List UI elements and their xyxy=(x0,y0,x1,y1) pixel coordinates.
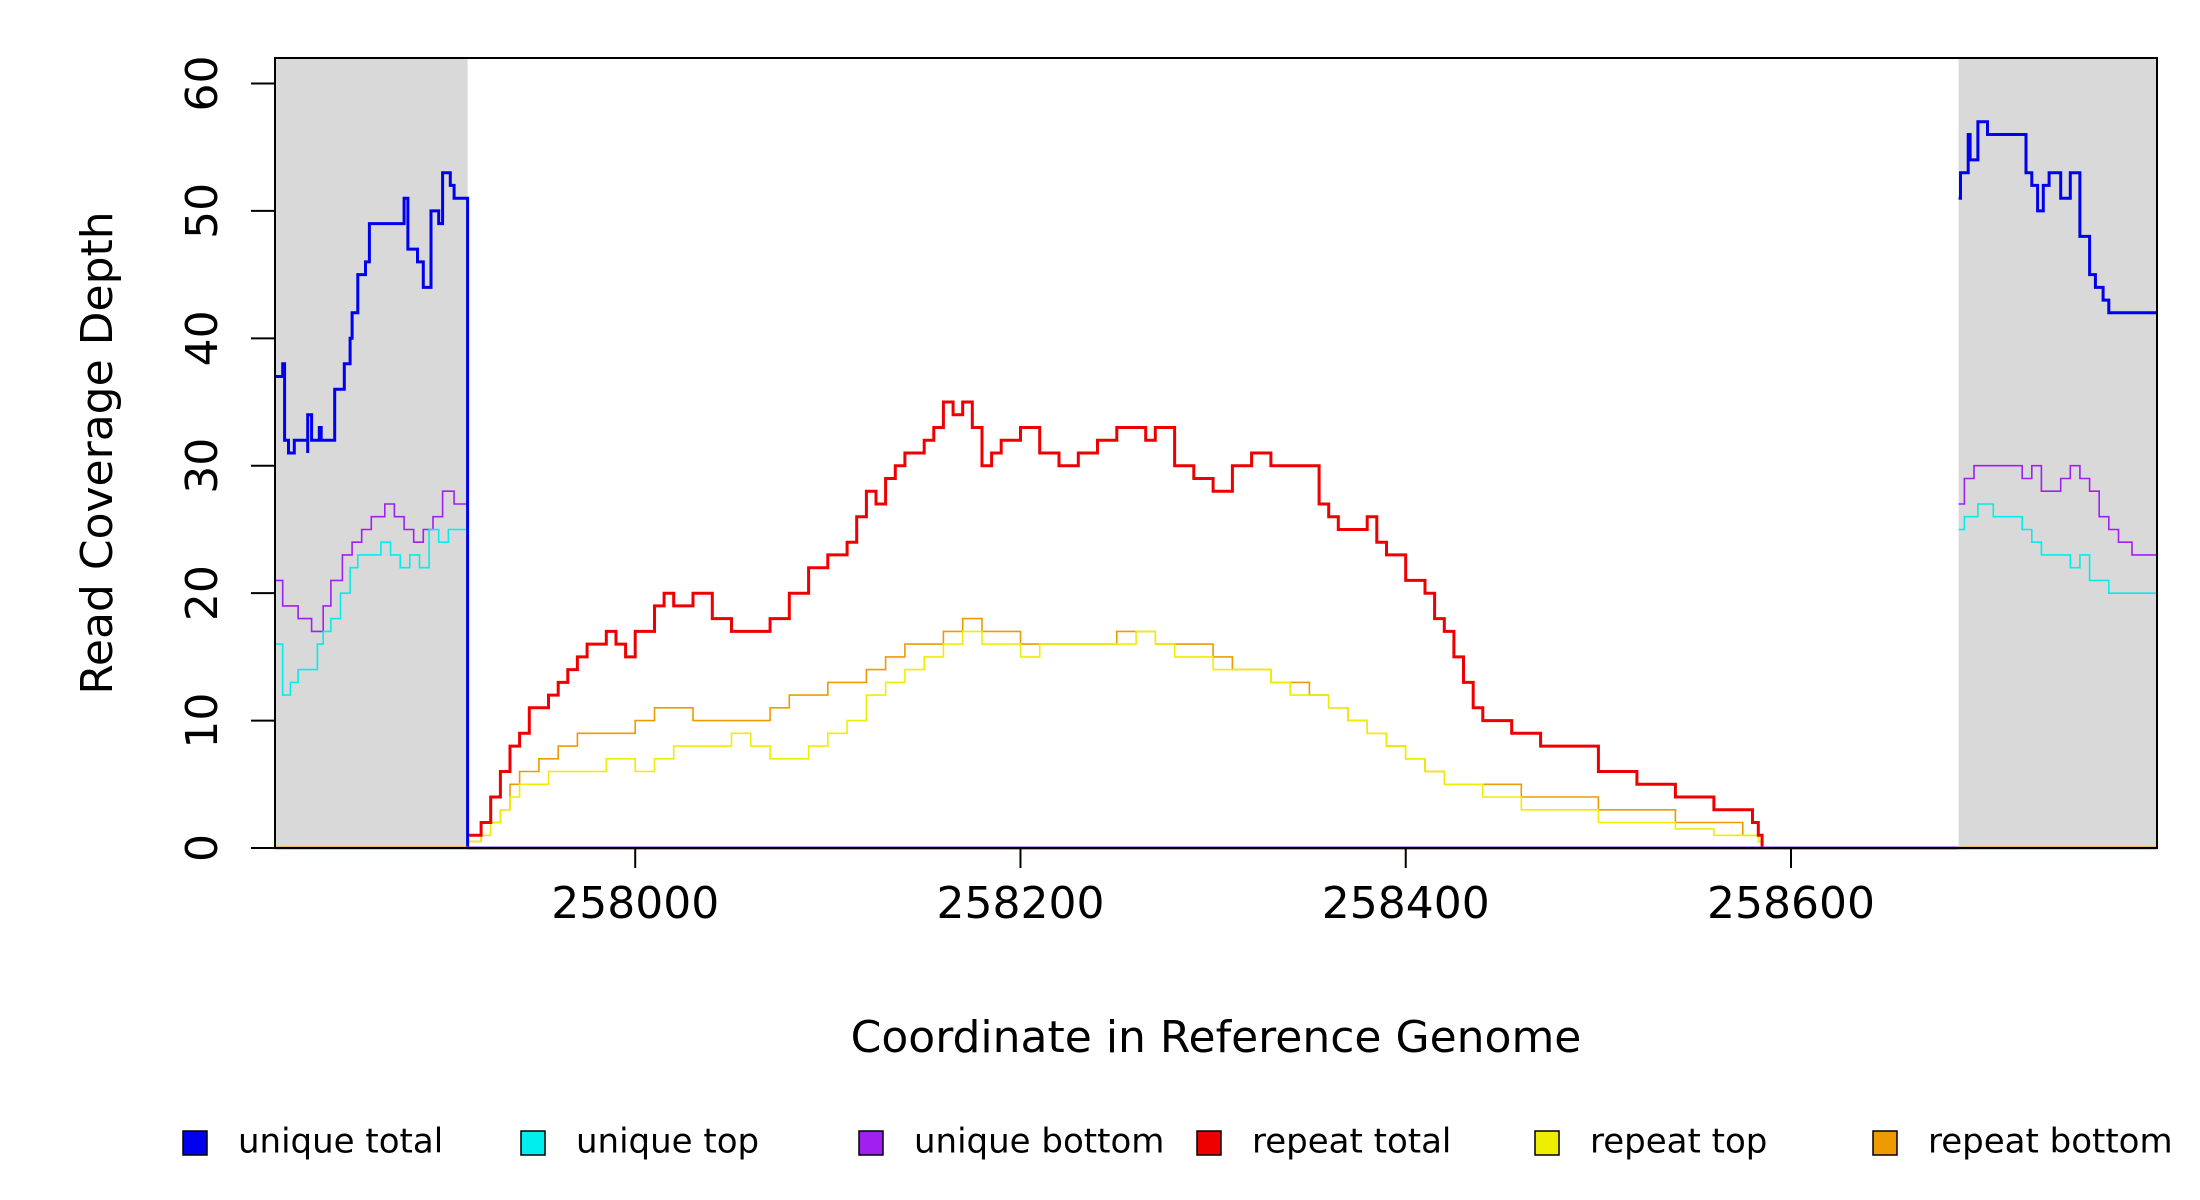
legend-label: unique top xyxy=(576,1122,759,1162)
legend-item-unique-bottom: unique bottom xyxy=(858,1122,1164,1162)
legend-item-repeat-bottom: repeat bottom xyxy=(1872,1122,2173,1162)
legend: unique total unique top unique bottom repea… xyxy=(182,1122,2173,1162)
x-tick-label: 258000 xyxy=(551,878,719,929)
legend-item-unique-total: unique total xyxy=(182,1122,443,1162)
flank-shading-layer xyxy=(275,58,2157,848)
legend-swatch xyxy=(858,1130,884,1156)
series-line-unique-total-1 xyxy=(275,171,470,848)
series-unique-bottom xyxy=(275,464,2158,848)
y-tick-label: 60 xyxy=(177,55,228,111)
series-layer xyxy=(275,120,2158,850)
y-tick-label: 50 xyxy=(177,183,228,239)
shaded-region-1 xyxy=(275,58,468,848)
legend-swatch xyxy=(182,1130,208,1156)
x-axis: 258000 258200 258400 258600 xyxy=(551,848,1875,929)
series-line-unique-total-2 xyxy=(1958,120,2157,315)
legend-item-unique-top: unique top xyxy=(520,1122,759,1162)
series-line-unique-top-1 xyxy=(275,528,469,848)
series-line-repeat-bottom-1 xyxy=(467,617,1763,848)
series-unique-total xyxy=(275,120,2157,848)
y-tick-label: 10 xyxy=(177,693,228,749)
legend-label: repeat total xyxy=(1252,1122,1451,1162)
x-tick-label: 258200 xyxy=(936,878,1104,929)
series-repeat-total xyxy=(467,400,1764,848)
x-tick-label: 258600 xyxy=(1707,878,1875,929)
y-axis: 0 10 20 30 40 50 60 xyxy=(177,55,276,862)
series-line-repeat-top-1 xyxy=(467,630,1763,848)
y-tick-label: 0 xyxy=(177,834,228,862)
legend-label: repeat top xyxy=(1590,1122,1767,1162)
series-line-unique-top-2 xyxy=(1958,503,2157,594)
y-tick-label: 20 xyxy=(177,565,228,621)
legend-label: repeat bottom xyxy=(1928,1122,2173,1162)
series-line-unique-bottom-2 xyxy=(1958,464,2158,568)
legend-swatch xyxy=(1872,1130,1898,1156)
series-unique-top xyxy=(275,503,2157,848)
y-axis-title: Read Coverage Depth xyxy=(72,211,123,694)
x-tick-label: 258400 xyxy=(1322,878,1490,929)
x-axis-title: Coordinate in Reference Genome xyxy=(851,1012,1582,1063)
y-tick-label: 30 xyxy=(177,438,228,494)
legend-item-repeat-top: repeat top xyxy=(1534,1122,1767,1162)
series-line-unique-bottom-1 xyxy=(275,490,469,848)
y-tick-label: 40 xyxy=(177,310,228,366)
legend-label: unique bottom xyxy=(914,1122,1164,1162)
legend-item-repeat-total: repeat total xyxy=(1196,1122,1451,1162)
series-repeat-bottom xyxy=(467,617,1763,848)
legend-label: unique total xyxy=(238,1122,443,1162)
plot-frame xyxy=(274,57,2158,849)
legend-swatch xyxy=(1534,1130,1560,1156)
series-line-repeat-total-1 xyxy=(467,400,1764,848)
series-repeat-top xyxy=(467,630,1763,848)
shaded-region-2 xyxy=(1958,58,2157,848)
legend-swatch xyxy=(1196,1130,1222,1156)
legend-swatch xyxy=(520,1130,546,1156)
